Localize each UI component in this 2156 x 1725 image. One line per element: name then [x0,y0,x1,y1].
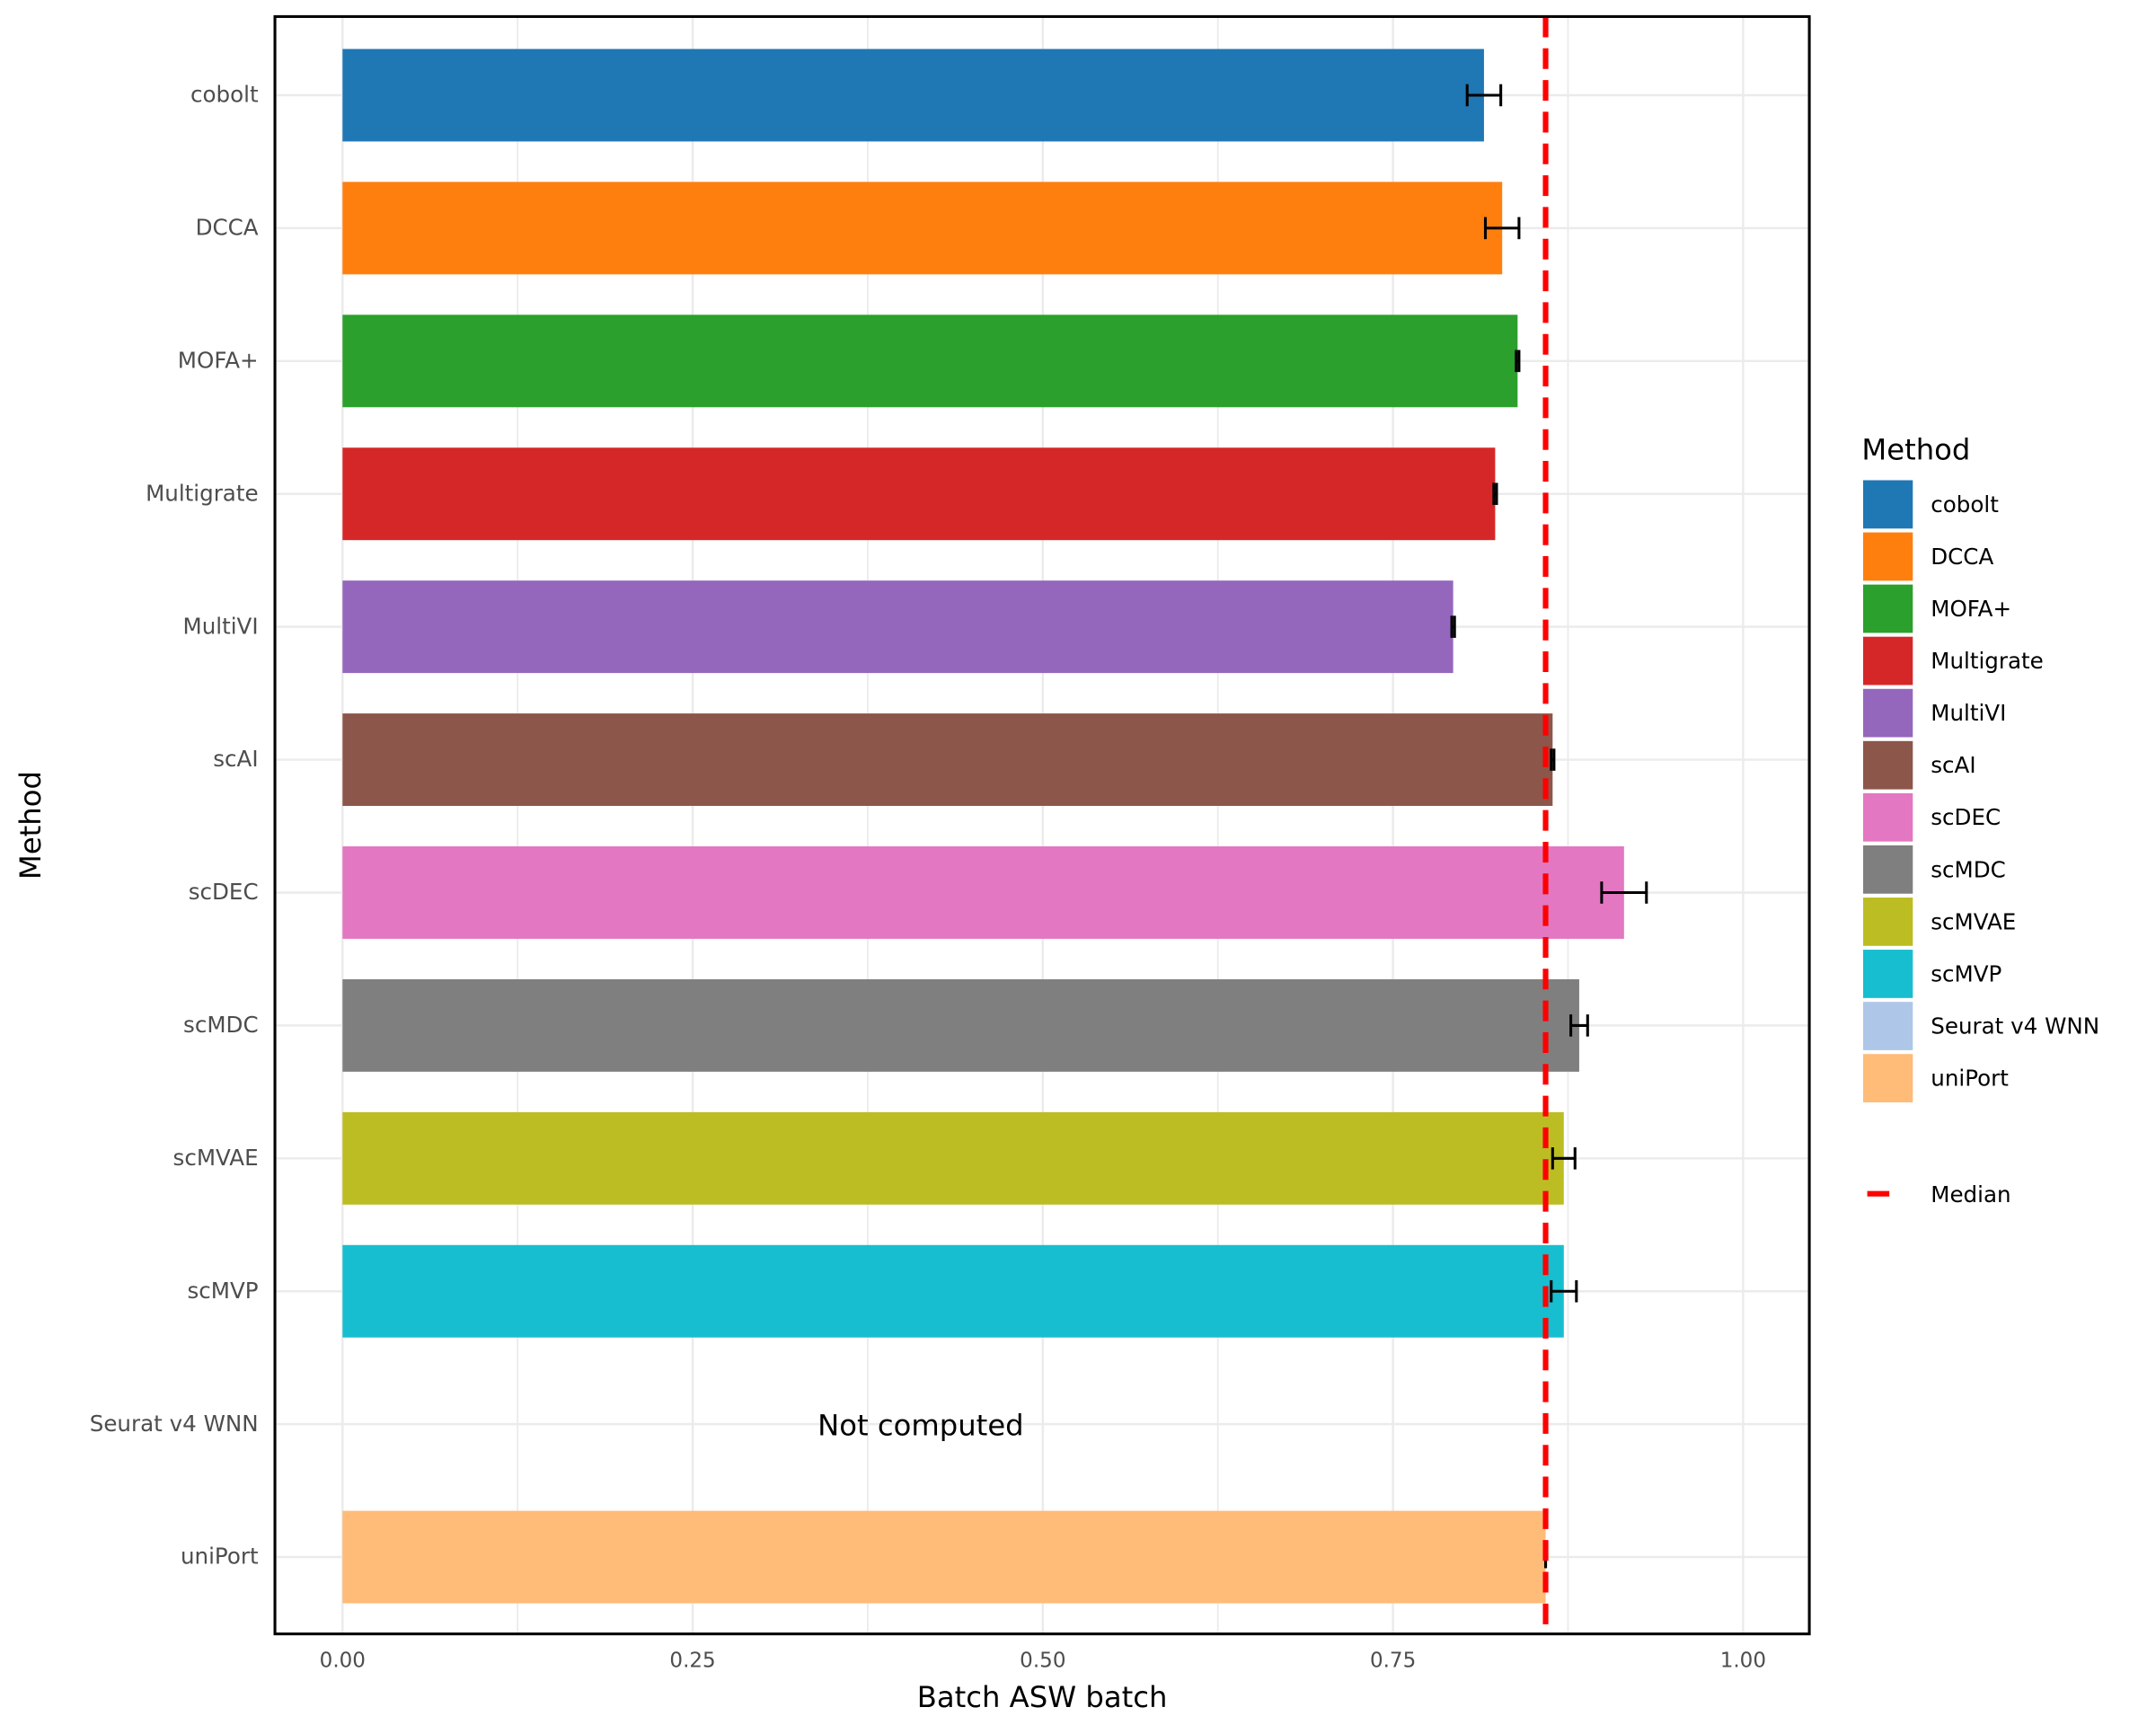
y-tick-label: scMDC [183,1012,259,1038]
legend: Method cobolt DCCA MOFA+ Multigrate MultiVI s… [1861,432,2099,1207]
legend-item: cobolt [1862,480,1999,529]
y-tick-label: DCCA [196,215,259,241]
legend-swatch [1862,740,1913,790]
y-tick-label: scDEC [189,879,259,905]
legend-title: Method [1861,432,1970,466]
legend-label: Seurat v4 WNN [1931,1013,2099,1039]
legend-swatch [1862,792,1913,842]
bar-scdec [342,846,1624,939]
legend-swatch [1862,584,1913,633]
y-tick-label: MOFA+ [178,347,259,373]
legend-label: MultiVI [1931,700,2006,726]
y-tick-label: scMVP [188,1278,259,1304]
error-bar [1450,615,1456,638]
bar-uniport [342,1510,1546,1604]
error-bar [1551,1147,1577,1170]
legend-label: uniPort [1931,1066,2009,1092]
legend-item: Multigrate [1862,636,2044,686]
legend-swatch [1862,480,1913,529]
error-bar [1600,881,1648,904]
bar-mofa- [342,314,1518,408]
legend-label: scAI [1931,752,1975,778]
legend-item: MOFA+ [1862,584,2011,633]
legend-item: uniPort [1862,1054,2009,1102]
legend-item: MultiVI [1862,688,2006,738]
y-tick-label: scMVAE [173,1145,259,1171]
x-tick-label: 1.00 [1720,1649,1766,1672]
legend-label: scMVAE [1931,908,2016,934]
x-axis-title: Batch ASW batch [917,1680,1168,1714]
legend-swatch [1862,1002,1913,1050]
bar-multigrate [342,447,1496,541]
bar-scmvp [342,1244,1564,1338]
x-tick-label: 0.50 [1020,1649,1065,1672]
error-bar [1483,217,1521,240]
legend-label: scMDC [1931,856,2006,882]
bar-cobolt [342,49,1484,142]
error-bar [1550,1279,1578,1303]
legend-label: Multigrate [1931,648,2044,674]
legend-swatch [1862,532,1913,581]
y-tick-labels: cobolt DCCA MOFA+ Multigrate MultiVI scAI scDE… [90,82,259,1570]
legend-label: DCCA [1931,544,1993,570]
y-tick-label: cobolt [190,82,259,108]
legend-item-median: Median [1867,1181,2011,1208]
legend-item: scDEC [1862,792,2001,842]
bars [342,49,1624,1604]
legend-swatch [1862,898,1913,946]
y-tick-label: MultiVI [183,613,259,639]
x-tick-label: 0.00 [320,1649,366,1672]
x-tick-label: 0.25 [669,1649,715,1672]
legend-label: Median [1931,1181,2010,1208]
legend-item: DCCA [1862,532,1993,581]
y-tick-label: scAI [213,746,258,772]
y-tick-label: Multigrate [146,480,259,506]
bar-scmvae [342,1111,1564,1205]
legend-swatch [1862,1054,1913,1102]
legend-item: scMVP [1862,950,2001,998]
bar-dcca [342,181,1503,275]
legend-item: Seurat v4 WNN [1862,1002,2099,1050]
error-bars [1450,84,1648,1569]
legend-swatch [1862,950,1913,998]
bar-scai [342,713,1553,807]
y-tick-label: Seurat v4 WNN [90,1411,259,1437]
bar-multivi [342,580,1454,674]
legend-item: scMVAE [1862,898,2016,946]
legend-swatch [1862,688,1913,738]
legend-label: scMVP [1931,960,2001,986]
legend-label: cobolt [1931,491,1999,518]
legend-item: scAI [1862,740,1976,790]
x-tick-labels: 0.00 0.25 0.50 0.75 1.00 [320,1649,1766,1672]
error-bar [1569,1014,1589,1037]
error-bar [1465,84,1503,107]
legend-swatch [1862,636,1913,686]
error-bar [1550,748,1556,771]
bar-scmdc [342,978,1579,1072]
legend-label: scDEC [1931,804,2001,830]
y-axis-title: Method [13,771,48,880]
legend-swatch [1862,845,1913,894]
error-bar [1515,349,1521,373]
plot-border [273,14,1811,1636]
legend-label: MOFA+ [1931,596,2011,622]
x-tick-label: 0.75 [1370,1649,1416,1672]
y-tick-label: uniPort [181,1544,259,1570]
error-bar [1492,482,1498,506]
legend-item: scMDC [1862,845,2006,894]
annotation-not-computed: Not computed [817,1408,1024,1442]
